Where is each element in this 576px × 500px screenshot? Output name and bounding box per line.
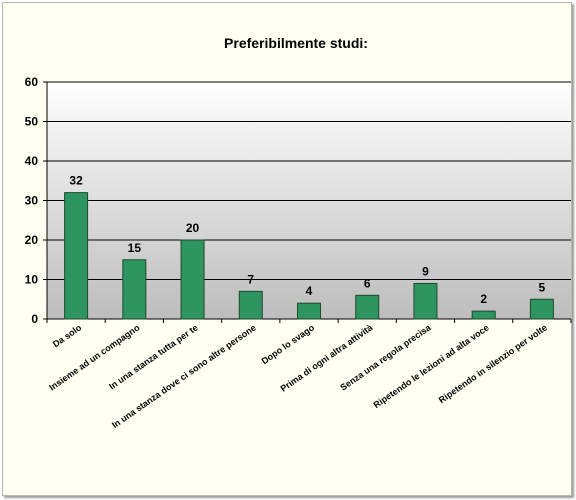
y-tick-label: 50 — [25, 115, 39, 129]
data-label: 6 — [364, 276, 371, 290]
category-label: Prima di ogni altra attività — [279, 322, 376, 394]
y-tick-label: 0 — [31, 312, 38, 326]
bar — [471, 310, 496, 320]
category-label: Dopo lo svago — [260, 322, 317, 366]
data-label: 7 — [247, 272, 254, 286]
category-label: Da solo — [51, 322, 84, 349]
data-label: 15 — [128, 241, 142, 255]
y-tick-label: 40 — [25, 154, 39, 168]
bar — [64, 192, 89, 320]
y-tick-label: 10 — [25, 273, 39, 287]
bar — [238, 290, 263, 320]
data-labels: 32 15 20 7 4 6 9 2 5 — [69, 174, 545, 307]
data-label: 20 — [186, 221, 200, 235]
bar — [297, 302, 321, 320]
y-tick-label: 30 — [25, 194, 39, 208]
bar — [180, 239, 205, 320]
bar — [355, 294, 380, 320]
chart-title: Preferibilmente studi: — [224, 35, 368, 51]
data-label: 32 — [69, 174, 83, 188]
gridlines — [47, 81, 571, 280]
data-label: 5 — [539, 280, 546, 294]
bars — [64, 192, 554, 320]
category-label: Ripetendo le lezioni ad alta voce — [372, 322, 491, 410]
y-tick-label: 20 — [25, 233, 39, 247]
data-label: 9 — [422, 264, 429, 278]
bar — [529, 298, 554, 320]
bar — [122, 259, 147, 320]
bar — [413, 282, 438, 320]
category-label: Ripetendo in silenzio per volte — [437, 322, 549, 405]
y-tick-label: 60 — [25, 75, 39, 89]
data-label: 2 — [480, 292, 487, 306]
data-label: 4 — [306, 284, 313, 298]
